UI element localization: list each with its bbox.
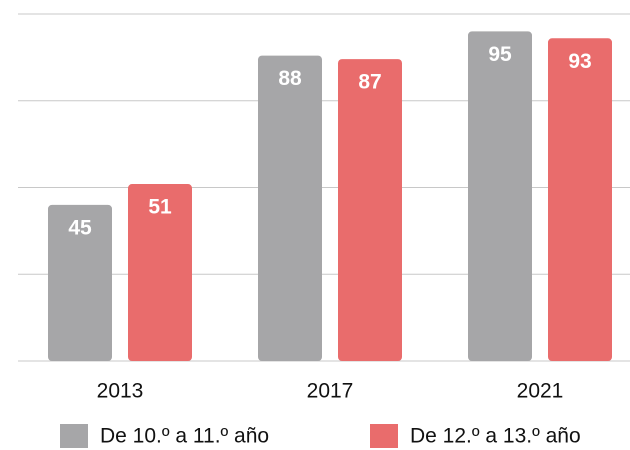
bar xyxy=(548,38,612,361)
x-tick-label: 2021 xyxy=(517,380,564,403)
bar xyxy=(48,204,112,361)
value-label: 87 xyxy=(358,71,381,94)
x-tick-label: 2017 xyxy=(307,380,354,403)
legend-label: De 12.º a 13.º año xyxy=(410,425,581,448)
value-label: 45 xyxy=(68,216,92,239)
legend-swatch xyxy=(370,424,398,448)
legend-swatch xyxy=(60,424,88,448)
value-label: 93 xyxy=(568,50,591,73)
legend-label: De 10.º a 11.º año xyxy=(100,425,269,448)
value-label: 88 xyxy=(278,67,302,90)
bar xyxy=(258,55,322,361)
bar xyxy=(338,59,402,362)
value-label: 51 xyxy=(148,196,172,219)
value-label: 95 xyxy=(488,43,512,66)
x-tick-label: 2013 xyxy=(97,380,144,403)
bar xyxy=(468,31,532,361)
bar xyxy=(128,184,192,361)
